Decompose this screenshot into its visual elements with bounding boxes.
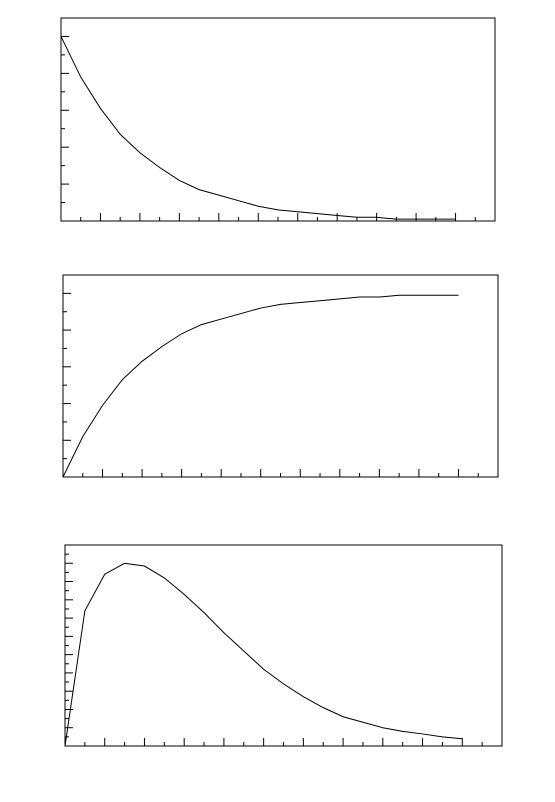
frame bbox=[60, 17, 496, 222]
curve bbox=[64, 562, 463, 747]
frame bbox=[62, 274, 499, 478]
curve bbox=[62, 294, 459, 478]
frame bbox=[64, 544, 503, 747]
curve bbox=[60, 36, 456, 220]
